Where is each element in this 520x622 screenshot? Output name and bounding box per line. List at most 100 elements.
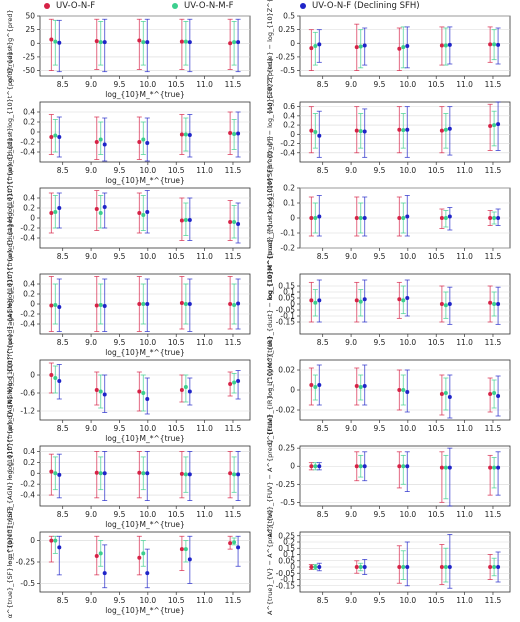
data-point <box>49 538 54 543</box>
x-tick-label: 11.0 <box>196 80 213 89</box>
y-tick-label: 0.6 <box>283 102 295 111</box>
y-tick-label: 0.15 <box>278 544 295 553</box>
x-tick-label: 9.0 <box>85 596 97 605</box>
data-point <box>98 40 103 45</box>
x-tick-label: 9.0 <box>345 80 357 89</box>
x-tick-label: 11.5 <box>225 510 242 519</box>
data-point <box>49 211 54 215</box>
x-tick-label: 9.0 <box>345 596 357 605</box>
data-point <box>232 540 237 545</box>
data-point <box>57 545 62 550</box>
data-point <box>401 298 406 303</box>
data-point <box>309 464 314 469</box>
data-point <box>488 124 493 128</box>
x-tick-label: 11.5 <box>485 166 502 175</box>
x-tick-label: 10.5 <box>428 80 445 89</box>
y-tick-label: -25 <box>23 52 35 61</box>
y-tick-label: 0.2 <box>283 538 295 547</box>
data-point <box>397 127 402 132</box>
y-tick-label: 0 <box>290 563 295 572</box>
x-tick-label: 10.5 <box>428 510 445 519</box>
x-tick-label: 11.5 <box>225 596 242 605</box>
panel-2: -0.4-0.200.20.48.5 9.0 9.5 10.0 10.5 11.0 11.5… <box>6 41 251 223</box>
x-tick-label: 9.0 <box>85 80 97 89</box>
data-point <box>362 216 367 220</box>
data-point <box>313 130 318 134</box>
x-axis-label: log_{10}M_*^{true} <box>105 434 184 443</box>
data-point <box>98 471 103 476</box>
y-tick-label: -0.6 <box>20 389 35 398</box>
data-point <box>94 388 99 392</box>
data-point <box>102 571 107 576</box>
y-tick-label: 0.15 <box>278 282 295 291</box>
data-point <box>49 469 54 474</box>
y-tick-label: 0 <box>30 536 35 545</box>
data-point <box>236 222 241 226</box>
data-point <box>354 216 359 220</box>
data-point <box>313 44 318 48</box>
data-point <box>317 298 322 303</box>
x-tick-label: 9.0 <box>345 166 357 175</box>
y-tick-label: -0.25 <box>276 52 296 61</box>
x-tick-label: 9.0 <box>345 424 357 433</box>
data-point <box>183 472 188 477</box>
x-tick-label: 8.5 <box>317 166 329 175</box>
y-tick-label: 0.25 <box>278 531 295 540</box>
x-tick-label: 11.0 <box>196 424 213 433</box>
y-tick-label: -0.1 <box>280 229 295 238</box>
x-tick-label: 10.0 <box>399 596 416 605</box>
data-point <box>145 471 150 476</box>
x-tick-label: 11.0 <box>456 424 473 433</box>
data-point <box>94 39 99 44</box>
y-tick-label: -0.2 <box>280 244 295 253</box>
data-point <box>405 565 410 569</box>
data-point <box>313 464 318 469</box>
data-point <box>145 40 150 45</box>
y-tick-label: 0 <box>290 130 295 139</box>
data-point <box>447 465 452 470</box>
data-point <box>488 465 493 470</box>
x-tick-label: 9.5 <box>373 166 385 175</box>
data-point <box>405 127 410 132</box>
y-tick-label: -0.25 <box>276 480 296 489</box>
x-tick-label: 9.5 <box>113 424 125 433</box>
y-axis-label: log_{10}M^{true}_{dust} − log_{10}M^{pre… <box>266 210 274 397</box>
panel-frame <box>39 15 251 77</box>
data-point <box>354 45 359 50</box>
data-point <box>439 302 444 306</box>
panel-4: -0.4-0.200.20.48.5 9.0 9.5 10.0 10.5 11.0 11.5… <box>6 127 251 309</box>
data-point <box>496 394 501 398</box>
data-point <box>397 216 402 220</box>
x-tick-label: 10.0 <box>139 596 156 605</box>
data-point <box>57 305 62 309</box>
data-point <box>236 472 241 477</box>
data-point <box>492 302 497 306</box>
data-point <box>439 392 444 396</box>
y-tick-label: 0.4 <box>23 280 35 289</box>
x-axis-label: log_{10}M_*^{true} <box>105 176 184 185</box>
y-tick-label: 0.25 <box>278 25 295 34</box>
data-point <box>447 42 452 47</box>
data-point <box>362 129 367 134</box>
data-point <box>397 388 402 392</box>
legend-dot-declining <box>300 3 306 9</box>
y-tick-label: -0.2 <box>280 139 295 148</box>
y-tick-label: 0.2 <box>23 458 35 467</box>
data-point <box>358 129 363 134</box>
data-point <box>179 388 184 392</box>
y-axis-label: log_{10}t^{true}_{dust} − log_{10}t^{pre… <box>6 41 14 222</box>
x-tick-label: 11.5 <box>485 338 502 347</box>
data-point <box>358 565 363 569</box>
x-tick-label: 9.5 <box>373 252 385 261</box>
panel-12: -0.5 -0.25 0 8.5 9.0 9.5 10.0 10.5 11.0 11.5 log_{… <box>6 506 251 618</box>
data-point <box>183 302 188 306</box>
data-point <box>447 565 452 569</box>
data-point <box>137 389 142 394</box>
x-tick-label: 11.0 <box>196 166 213 175</box>
legend-dot-uv-o-n-m-f <box>172 3 178 9</box>
data-point <box>53 303 58 307</box>
data-point <box>362 464 367 469</box>
data-point <box>236 379 241 383</box>
x-tick-label: 9.5 <box>373 338 385 347</box>
y-tick-label: 0.2 <box>23 204 35 213</box>
